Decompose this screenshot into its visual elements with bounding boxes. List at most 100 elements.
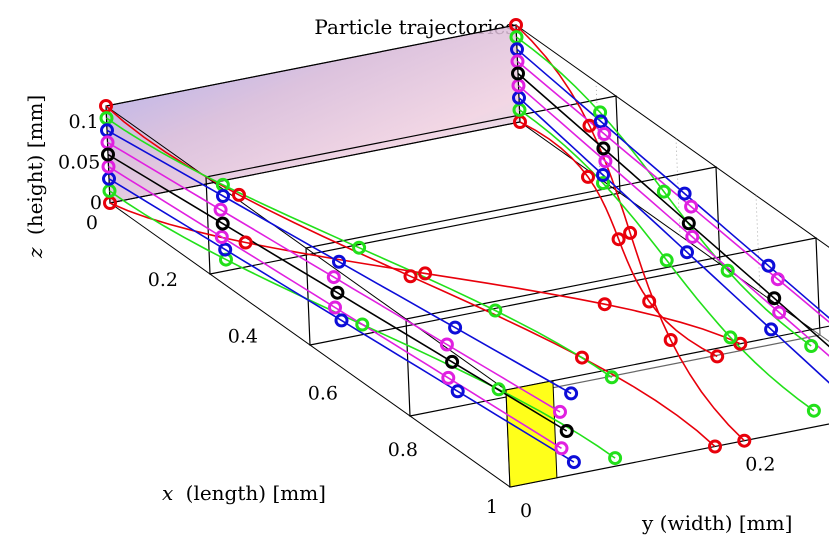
- particle-marker-red: [581, 169, 595, 184]
- z-tick-label: 0.05: [58, 152, 100, 174]
- trajectory-black: [517, 72, 829, 348]
- particle-marker-blue: [596, 168, 610, 182]
- y-tick-label: 0: [520, 500, 532, 522]
- particle-marker-red: [623, 225, 638, 240]
- x-tick-label: 0.8: [388, 439, 418, 461]
- particle-marker-green: [352, 240, 367, 255]
- particle-marker-red: [611, 232, 626, 247]
- trajectory-green: [106, 117, 613, 378]
- particle-marker-black: [330, 285, 345, 300]
- particle-marker-magenta: [685, 229, 700, 244]
- trajectory-black: [107, 153, 568, 432]
- x-tick-label: 0.4: [228, 326, 258, 348]
- inlet-surface: [105, 24, 521, 204]
- particle-marker-magenta: [328, 300, 342, 315]
- particle-marker-green: [720, 263, 735, 278]
- particle-marker-blue: [764, 322, 779, 337]
- particle-marker-red: [582, 118, 597, 133]
- particle-marker-red: [403, 269, 418, 284]
- particle-marker-magenta: [553, 404, 567, 419]
- trajectory-red: [519, 121, 718, 358]
- particle-marker-black: [215, 216, 230, 231]
- particle-marker-magenta: [598, 154, 613, 169]
- trajectory-green: [519, 109, 815, 412]
- particle-marker-green: [608, 451, 623, 466]
- trajectory-blue: [108, 178, 575, 463]
- particle-marker-red: [418, 266, 433, 281]
- particle-marker-black: [767, 291, 782, 306]
- z-axis-variable: z: [23, 247, 47, 259]
- particle-marker-red: [710, 349, 725, 364]
- particle-marker-magenta: [684, 199, 699, 214]
- particle-marker-green: [488, 303, 503, 318]
- particle-marker-blue: [332, 254, 346, 269]
- tick-labels: 00.20.40.60.81 00.200.050.1: [58, 111, 775, 522]
- particle-marker-magenta: [213, 202, 228, 217]
- particle-marker-blue: [216, 189, 230, 203]
- y-axis-label: y (width) [mm]: [641, 511, 792, 535]
- particle-marker-blue: [677, 186, 692, 201]
- trajectory-blue: [106, 129, 572, 395]
- particle-marker-magenta: [439, 337, 454, 352]
- x-axis-label: x (length) [mm]: [162, 481, 326, 505]
- particle-marker-green: [659, 253, 674, 268]
- trajectory-magenta: [107, 141, 561, 413]
- particle-marker-blue: [218, 242, 233, 257]
- z-axis-text: (height) [mm]: [23, 95, 47, 235]
- trajectory-magenta: [516, 60, 829, 323]
- cross-section-planes: [105, 24, 829, 488]
- z-axis-label: z (height) [mm]: [23, 95, 47, 259]
- trajectory-lines: [105, 24, 829, 463]
- particle-marker-black: [681, 216, 696, 231]
- trajectory-magenta: [517, 84, 829, 357]
- x-tick-label: 0.2: [148, 269, 178, 291]
- particle-marker-green: [723, 330, 738, 345]
- particle-marker-red: [642, 294, 657, 309]
- particle-marker-black: [101, 147, 115, 162]
- particle-marker-green: [604, 370, 619, 385]
- particle-marker-red: [597, 297, 612, 312]
- particle-marker-red: [663, 333, 678, 347]
- particle-marker-magenta: [770, 272, 785, 287]
- particle-marker-red: [232, 187, 246, 202]
- x-tick-label: 0: [86, 212, 98, 234]
- particle-marker-red: [575, 350, 589, 365]
- particle-marker-magenta: [554, 441, 569, 456]
- particle-marker-blue: [334, 313, 349, 328]
- particle-marker-red: [733, 336, 748, 351]
- particle-marker-blue: [761, 258, 776, 273]
- particle-markers: [99, 18, 821, 470]
- z-tick-label: 0: [90, 192, 102, 214]
- particle-marker-green: [593, 105, 608, 120]
- particle-marker-magenta: [441, 370, 456, 385]
- plane-x-2: [305, 166, 721, 346]
- particle-marker-blue: [593, 114, 608, 129]
- particle-marker-black: [445, 354, 460, 369]
- x-axis-text: (length) [mm]: [186, 481, 326, 505]
- particle-marker-magenta: [214, 230, 229, 244]
- y-tick-label: 0.2: [745, 454, 775, 476]
- trajectory-red: [515, 24, 745, 442]
- trajectory-blue: [518, 97, 829, 384]
- particle-marker-blue: [450, 384, 465, 399]
- particle-marker-blue: [566, 455, 581, 470]
- particle-marker-red: [708, 439, 722, 454]
- particle-marker-magenta: [597, 127, 612, 141]
- particle-marker-magenta: [326, 270, 341, 285]
- z-tick-label: 0.1: [68, 111, 98, 133]
- particle-marker-blue: [680, 245, 694, 260]
- particle-marker-red: [737, 433, 752, 448]
- trajectory-magenta: [108, 165, 562, 449]
- particle-marker-magenta: [772, 305, 787, 320]
- particle-marker-green: [355, 317, 370, 332]
- particle-marker-blue: [448, 320, 463, 335]
- particle-marker-green: [596, 176, 610, 191]
- trajectory-green: [516, 36, 812, 347]
- particle-marker-black: [511, 66, 525, 81]
- trajectory-blue: [516, 48, 829, 319]
- plane-x-1: [205, 95, 621, 275]
- particle-marker-blue: [564, 386, 579, 401]
- particle-marker-black: [559, 424, 574, 438]
- particle-marker-green: [804, 339, 819, 353]
